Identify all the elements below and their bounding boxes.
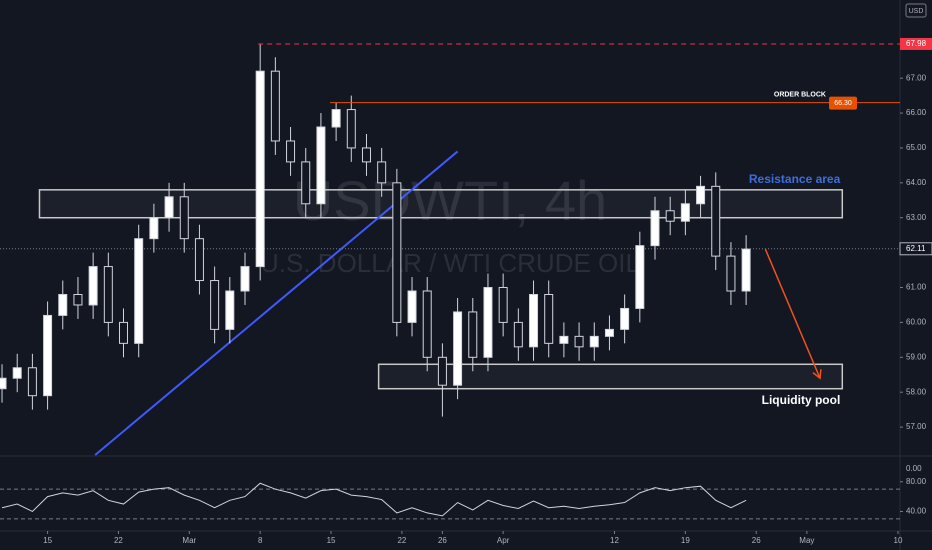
candle-body [134, 238, 144, 344]
candle-body [270, 70, 280, 142]
y-tick-label: 63.00 [906, 213, 927, 222]
candle-body [437, 356, 447, 386]
last-price-label: 62.11 [906, 244, 926, 253]
candle-body [0, 377, 7, 390]
candle-body [650, 210, 660, 247]
candle-body [468, 311, 478, 358]
candle-body [726, 255, 736, 292]
currency: USD [909, 8, 924, 15]
candle-body [149, 217, 159, 240]
rsi-line [1, 482, 747, 517]
x-tick-label: 12 [610, 536, 619, 545]
last-price-tag [899, 242, 932, 256]
candle-body [179, 196, 189, 240]
candle-body [544, 293, 554, 344]
x-tick-label: Apr [497, 536, 510, 545]
candle-body [43, 314, 53, 397]
candle-body [741, 248, 751, 292]
candle-body [103, 266, 113, 323]
candle-body [604, 328, 614, 337]
candle-body [331, 109, 341, 128]
candle-body [240, 266, 250, 292]
candle-body [392, 182, 402, 323]
currency-badge[interactable] [905, 3, 927, 18]
x-tick-label: 22 [114, 536, 123, 545]
candle-body [665, 210, 675, 222]
candle-body [559, 335, 569, 344]
candle-body [377, 161, 387, 184]
price-line-tag [829, 96, 857, 110]
candle-body [73, 293, 83, 306]
candle-body [210, 280, 220, 330]
x-tick-label: 26 [752, 536, 761, 545]
candle-body [12, 367, 22, 379]
x-tick-label: May [799, 536, 814, 545]
candle-body [483, 287, 493, 358]
candle-body [529, 293, 539, 348]
x-tick-label: 15 [43, 536, 52, 545]
price-axis-tag [900, 37, 932, 50]
candle-body [453, 311, 463, 386]
zone-label: Liquidity pool [762, 393, 841, 407]
x-tick-label: 15 [327, 536, 336, 545]
y-tick-label: 58.00 [906, 387, 927, 396]
candle-body [361, 147, 371, 163]
candle-body [680, 203, 690, 222]
candle-body [58, 293, 68, 316]
y-tick-label: 61.00 [906, 283, 927, 292]
x-tick-label: 26 [438, 536, 447, 545]
price-line-tag-label: 66.30 [834, 100, 852, 107]
arrow-head [812, 369, 822, 380]
y-tick-label: 67.00 [906, 73, 927, 82]
symbol-watermark: USDWTI, 4h [293, 169, 607, 232]
candle-body [711, 185, 721, 257]
x-tick-label: 8 [258, 536, 263, 545]
candle-body [27, 367, 37, 397]
y-tick-label: 59.00 [906, 352, 927, 361]
candle-body [316, 126, 326, 205]
zone-label: Resistance area [749, 172, 841, 186]
candle-body [164, 196, 174, 219]
candle-body [589, 335, 599, 348]
indicator-label: 0.00 [906, 464, 922, 473]
price-axis-tag-label: 67.98 [906, 39, 927, 48]
name-watermark: U.S. DOLLAR / WTI CRUDE OIL [260, 248, 640, 278]
candle-body [422, 290, 432, 358]
y-tick-label: 66.00 [906, 108, 927, 117]
candle-body [620, 307, 630, 330]
x-tick-label: 10 [894, 536, 903, 545]
y-tick-label: 64.00 [906, 178, 927, 187]
candle-body [286, 140, 296, 163]
y-tick-label: 65.00 [906, 143, 927, 152]
x-tick-label: Mar [182, 536, 196, 545]
zone [377, 363, 844, 390]
rsi-tick-label: 80.00 [906, 477, 927, 486]
candle-body [696, 185, 706, 205]
zone [38, 189, 844, 219]
candle-body [301, 161, 311, 205]
candle-body [346, 109, 356, 149]
candle-body [255, 70, 265, 268]
y-tick-label: 57.00 [906, 422, 927, 431]
candle-body [513, 321, 523, 348]
candle-body [498, 287, 508, 323]
candle-body [194, 238, 204, 282]
candle-body [88, 266, 98, 306]
candle-body [407, 290, 417, 323]
price-line-text: ORDER BLOCK [774, 91, 826, 98]
candle-body [635, 245, 645, 309]
arrow [764, 248, 821, 379]
candle-body [119, 321, 129, 344]
y-tick-label: 60.00 [906, 318, 927, 327]
rsi-tick-label: 40.00 [906, 507, 927, 516]
x-tick-label: 22 [397, 536, 406, 545]
candle-body [574, 335, 584, 348]
x-tick-label: 19 [681, 536, 690, 545]
candle-body [225, 290, 235, 330]
